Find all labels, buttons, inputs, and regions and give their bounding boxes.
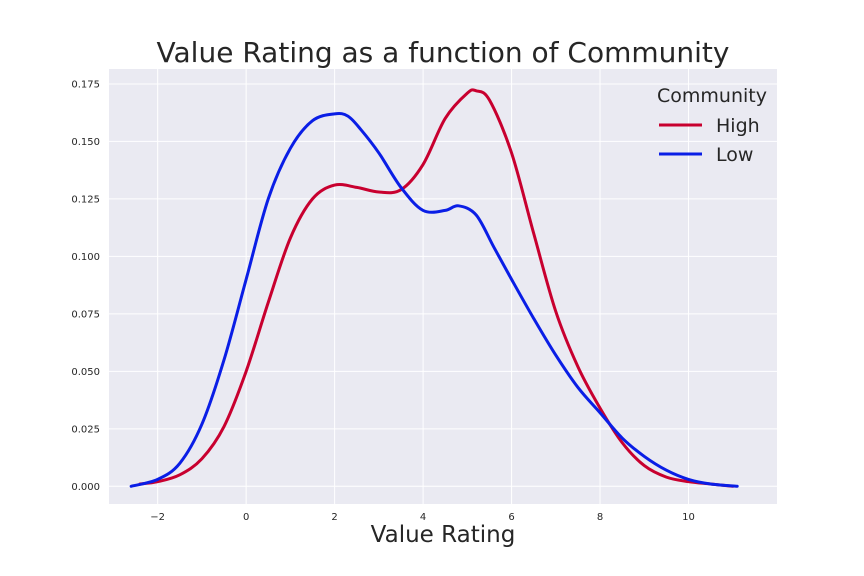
grid [109, 69, 777, 504]
y-tick-label: 0.125 [71, 194, 100, 205]
y-tick-label: 0.000 [71, 482, 100, 493]
y-tick-label: 0.050 [71, 367, 100, 378]
y-tick-label: 0.025 [71, 424, 100, 435]
y-tick-label: 0.100 [71, 252, 100, 263]
x-tick-label: 10 [682, 512, 695, 523]
plot-area [109, 69, 777, 504]
x-tick-label: 6 [508, 512, 514, 523]
legend: Community High Low [657, 85, 767, 166]
series-line-low [129, 111, 739, 488]
x-axis-ticks: −2 0 2 4 6 8 10 [150, 512, 695, 523]
legend-label-high: High [716, 115, 760, 137]
x-tick-label: 8 [597, 512, 603, 523]
y-axis-ticks: 0.000 0.025 0.050 0.075 0.100 0.125 0.150 0.175 [71, 79, 100, 492]
y-tick-label: 0.150 [71, 137, 100, 148]
legend-title: Community [657, 85, 767, 107]
x-tick-label: 2 [331, 512, 337, 523]
x-tick-label: 4 [420, 512, 426, 523]
x-axis-label: Value Rating [371, 522, 516, 548]
legend-label-low: Low [716, 144, 753, 166]
x-tick-label: 0 [243, 512, 249, 523]
x-tick-label: −2 [150, 512, 165, 523]
series-line-high [138, 88, 735, 488]
series-lines [129, 88, 739, 488]
chart-title: Value Rating as a function of Community [157, 36, 730, 69]
y-tick-label: 0.175 [71, 79, 100, 90]
y-tick-label: 0.075 [71, 309, 100, 320]
